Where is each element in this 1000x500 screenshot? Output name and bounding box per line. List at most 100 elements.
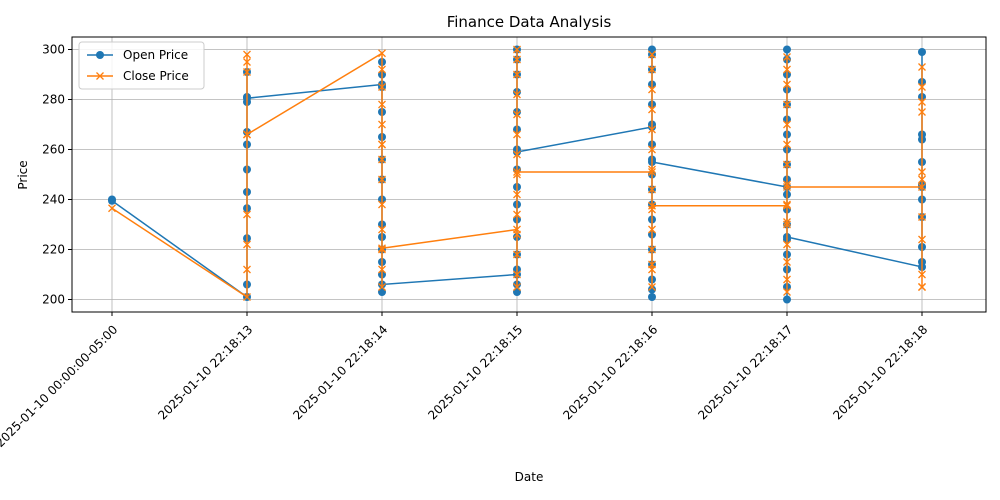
data-point [648, 65, 656, 74]
data-point [648, 260, 656, 269]
data-point [378, 244, 386, 253]
y-tick-label: 240 [42, 193, 65, 207]
data-point [378, 120, 386, 129]
y-tick-label: 300 [42, 43, 65, 57]
series-close-price [108, 45, 926, 301]
legend-marker [96, 72, 104, 80]
legend-label: Close Price [123, 69, 189, 83]
legend-label: Open Price [123, 48, 188, 62]
data-point [378, 49, 386, 58]
data-point [783, 160, 791, 169]
data-point [648, 283, 656, 291]
data-point [648, 168, 656, 176]
data-point [918, 168, 926, 176]
data-point [648, 105, 656, 114]
data-point [918, 283, 926, 291]
data-point [648, 285, 656, 294]
data-point [378, 200, 386, 209]
data-point [918, 98, 926, 106]
data-point [918, 175, 926, 184]
data-point [513, 90, 521, 99]
data-point [243, 210, 251, 219]
data-point [783, 45, 791, 54]
data-point [513, 288, 521, 296]
data-point [783, 183, 791, 191]
data-point [648, 165, 656, 174]
data-point [918, 235, 926, 244]
data-point [918, 63, 926, 71]
data-point [513, 270, 521, 279]
data-point [513, 210, 521, 219]
data-point [648, 185, 656, 194]
x-axis-label: Date [515, 470, 544, 484]
plot-frame [71, 36, 987, 313]
data-point [513, 190, 521, 199]
data-point [783, 218, 791, 226]
data-point [783, 53, 791, 61]
data-point [783, 80, 791, 89]
data-point [648, 145, 656, 154]
data-point [378, 140, 386, 149]
y-tick-label: 280 [42, 93, 65, 107]
y-axis: 200 220 240 260 280 300 [42, 43, 72, 307]
y-tick-label: 220 [42, 243, 65, 257]
data-point [783, 258, 791, 266]
data-point [513, 150, 521, 159]
data-point [918, 48, 926, 56]
data-point [378, 65, 386, 74]
data-point [513, 110, 521, 119]
data-point [783, 120, 791, 129]
data-point [243, 50, 251, 59]
legend-entry: Close Price [87, 69, 189, 83]
data-point [513, 130, 521, 139]
data-point [513, 45, 521, 54]
data-point [783, 220, 791, 229]
data-point [783, 288, 791, 296]
legend-entry: Open Price [87, 48, 188, 62]
data-point [378, 283, 386, 291]
data-point [918, 270, 926, 279]
data-point [243, 240, 251, 249]
y-tick-label: 260 [42, 143, 65, 157]
data-point [378, 175, 386, 184]
data-point [378, 155, 386, 164]
data-point [378, 83, 386, 91]
data-point [783, 140, 791, 149]
data-point [648, 125, 656, 134]
y-axis-label: Price [16, 160, 30, 189]
data-point [648, 45, 656, 54]
data-point [378, 288, 386, 296]
data-point [513, 230, 521, 239]
data-point [378, 245, 386, 254]
data-point [108, 204, 116, 213]
data-point [783, 100, 791, 109]
chart-title: Finance Data Analysis [447, 13, 612, 31]
data-point [648, 85, 656, 94]
data-point [648, 50, 656, 59]
legend: Open Price Close Price [78, 41, 205, 90]
data-point [513, 283, 521, 291]
data-point [108, 196, 116, 205]
data-point [243, 130, 251, 139]
series-layer [108, 45, 926, 304]
data-point [378, 100, 386, 109]
data-point [918, 83, 926, 91]
data-point [513, 168, 521, 176]
data-point [378, 225, 386, 234]
data-point [513, 70, 521, 79]
data-point [648, 245, 656, 254]
y-tick-label: 200 [42, 293, 65, 307]
data-point [243, 293, 251, 301]
data-point [918, 108, 926, 116]
data-point [783, 200, 791, 209]
data-point [648, 225, 656, 234]
legend-marker [96, 51, 104, 59]
series-line [111, 49, 923, 299]
legend-box [78, 41, 205, 90]
data-point [783, 275, 791, 284]
data-point [783, 295, 791, 304]
data-point [648, 293, 656, 301]
data-point [648, 201, 656, 210]
data-point [243, 265, 251, 274]
data-point [513, 250, 521, 259]
